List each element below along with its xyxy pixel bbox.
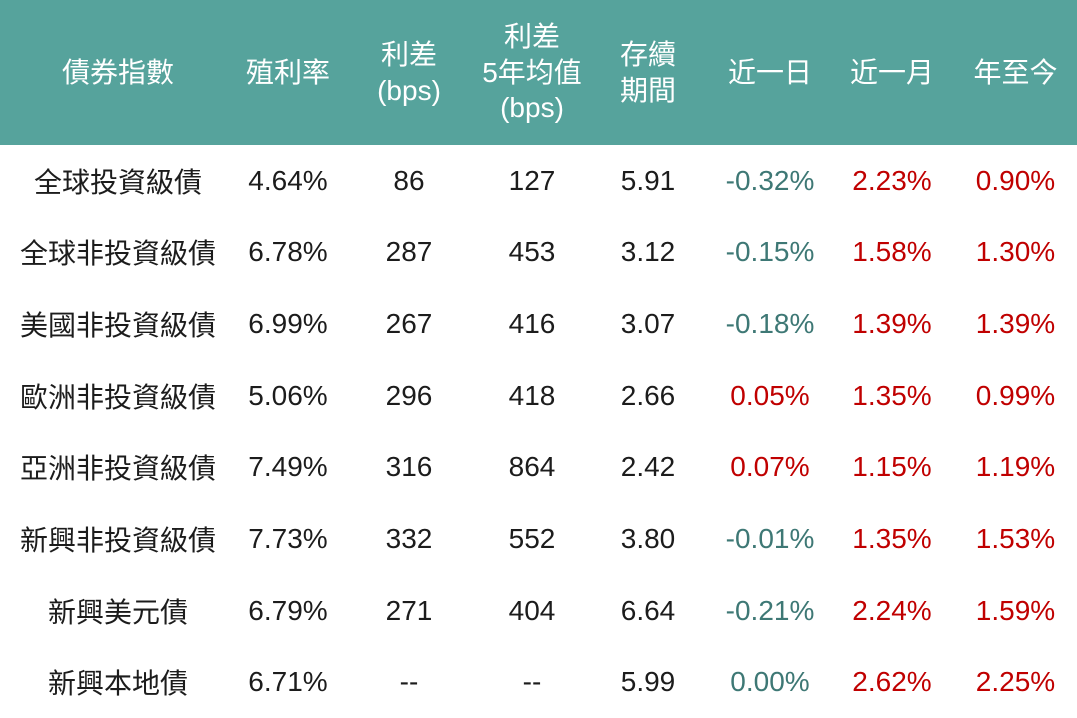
cell-spread: 316 <box>385 451 433 483</box>
col-header-spread-5y-avg: 利差 5年均值 (bps) <box>482 20 582 124</box>
cell-chg-1m: 1.35% <box>852 379 932 411</box>
cell-yield: 7.49% <box>248 451 328 483</box>
cell-index-name: 新興美元債 <box>47 596 188 628</box>
cell-index-name: 歐洲非投資級債 <box>19 381 216 413</box>
cell-chg-1m: 1.39% <box>852 308 932 340</box>
cell-chg-ytd: 1.59% <box>975 594 1056 626</box>
cell-duration: 2.66 <box>620 379 676 411</box>
cell-yield: 7.73% <box>248 522 328 554</box>
cell-spread-5y-avg: 127 <box>508 164 556 196</box>
cell-index-name: 美國非投資級債 <box>19 310 216 342</box>
cell-spread: 271 <box>385 594 433 626</box>
cell-spread-5y-avg: 453 <box>508 236 556 268</box>
col-header-duration: 存續 期間 <box>619 38 676 106</box>
cell-chg-1m: 1.15% <box>852 451 932 483</box>
cell-chg-1d: -0.15% <box>725 236 815 268</box>
cell-chg-1d: 0.07% <box>730 451 810 483</box>
cell-spread-5y-avg: 552 <box>508 522 556 554</box>
cell-yield: 6.99% <box>248 308 328 340</box>
cell-spread-5y-avg: 416 <box>508 308 556 340</box>
cell-spread-5y-avg: 404 <box>508 594 556 626</box>
cell-duration: 5.99 <box>620 666 676 698</box>
cell-chg-ytd: 1.19% <box>975 451 1056 483</box>
table-row: 美國非投資級債 6.99% 267 416 3.07 -0.18% 1.39% … <box>0 288 1077 360</box>
cell-chg-1d: 0.05% <box>730 379 810 411</box>
cell-duration: 3.80 <box>620 522 676 554</box>
cell-yield: 6.78% <box>248 236 328 268</box>
cell-spread: 296 <box>385 379 433 411</box>
cell-spread: 86 <box>393 164 425 196</box>
table-row: 歐洲非投資級債 5.06% 296 418 2.66 0.05% 1.35% 0… <box>0 360 1077 432</box>
cell-duration: 5.91 <box>620 164 676 196</box>
table-row: 亞洲非投資級債 7.49% 316 864 2.42 0.07% 1.15% 1… <box>0 432 1077 504</box>
cell-spread: -- <box>399 666 419 698</box>
cell-spread: 267 <box>385 308 433 340</box>
cell-chg-ytd: 0.99% <box>975 379 1056 411</box>
cell-chg-1d: -0.32% <box>725 164 815 196</box>
cell-chg-1d: -0.18% <box>725 308 815 340</box>
cell-yield: 5.06% <box>248 379 328 411</box>
col-header-1d: 近一日 <box>727 56 812 88</box>
cell-spread: 287 <box>385 236 433 268</box>
col-header-yield: 殖利率 <box>245 56 330 88</box>
col-header-ytd: 年至今 <box>973 56 1058 88</box>
cell-index-name: 新興本地債 <box>47 668 188 700</box>
cell-index-name: 全球非投資級債 <box>19 238 216 270</box>
cell-chg-ytd: 0.90% <box>975 164 1056 196</box>
cell-chg-1m: 1.58% <box>852 236 932 268</box>
cell-index-name: 新興非投資級債 <box>19 524 216 556</box>
cell-chg-1m: 2.23% <box>852 164 932 196</box>
cell-duration: 6.64 <box>620 594 676 626</box>
cell-index-name: 全球投資級債 <box>33 166 202 198</box>
cell-index-name: 亞洲非投資級債 <box>19 453 216 485</box>
cell-yield: 6.71% <box>248 666 328 698</box>
cell-duration: 2.42 <box>620 451 676 483</box>
cell-chg-ytd: 1.30% <box>975 236 1056 268</box>
cell-chg-1m: 1.35% <box>852 522 932 554</box>
table-body: 全球投資級債 4.64% 86 127 5.91 -0.32% 2.23% 0.… <box>0 145 1077 718</box>
cell-duration: 3.12 <box>620 236 676 268</box>
cell-spread: 332 <box>385 522 433 554</box>
cell-chg-1d: 0.00% <box>730 666 810 698</box>
col-header-index: 債券指數 <box>61 56 174 88</box>
cell-spread-5y-avg: -- <box>522 666 542 698</box>
cell-chg-ytd: 2.25% <box>975 666 1056 698</box>
table-row: 全球投資級債 4.64% 86 127 5.91 -0.32% 2.23% 0.… <box>0 145 1077 217</box>
table-row: 新興非投資級債 7.73% 332 552 3.80 -0.01% 1.35% … <box>0 503 1077 575</box>
cell-spread-5y-avg: 864 <box>508 451 556 483</box>
cell-yield: 6.79% <box>248 594 328 626</box>
cell-spread-5y-avg: 418 <box>508 379 556 411</box>
table-header: 債券指數 殖利率 利差 (bps) 利差 5年均值 (bps) 存續 期間 近一… <box>0 0 1077 145</box>
col-header-1m: 近一月 <box>849 56 934 88</box>
cell-yield: 4.64% <box>248 164 328 196</box>
table-row: 新興美元債 6.79% 271 404 6.64 -0.21% 2.24% 1.… <box>0 575 1077 647</box>
table-row: 全球非投資級債 6.78% 287 453 3.12 -0.15% 1.58% … <box>0 217 1077 289</box>
cell-chg-ytd: 1.53% <box>975 522 1056 554</box>
col-header-spread: 利差 (bps) <box>377 38 441 106</box>
cell-chg-ytd: 1.39% <box>975 308 1056 340</box>
cell-chg-1m: 2.24% <box>852 594 932 626</box>
cell-chg-1d: -0.01% <box>725 522 815 554</box>
cell-duration: 3.07 <box>620 308 676 340</box>
header-row: 債券指數 殖利率 利差 (bps) 利差 5年均值 (bps) 存續 期間 近一… <box>0 0 1077 145</box>
table-row: 新興本地債 6.71% -- -- 5.99 0.00% 2.62% 2.25% <box>0 646 1077 718</box>
cell-chg-1m: 2.62% <box>852 666 932 698</box>
cell-chg-1d: -0.21% <box>725 594 815 626</box>
